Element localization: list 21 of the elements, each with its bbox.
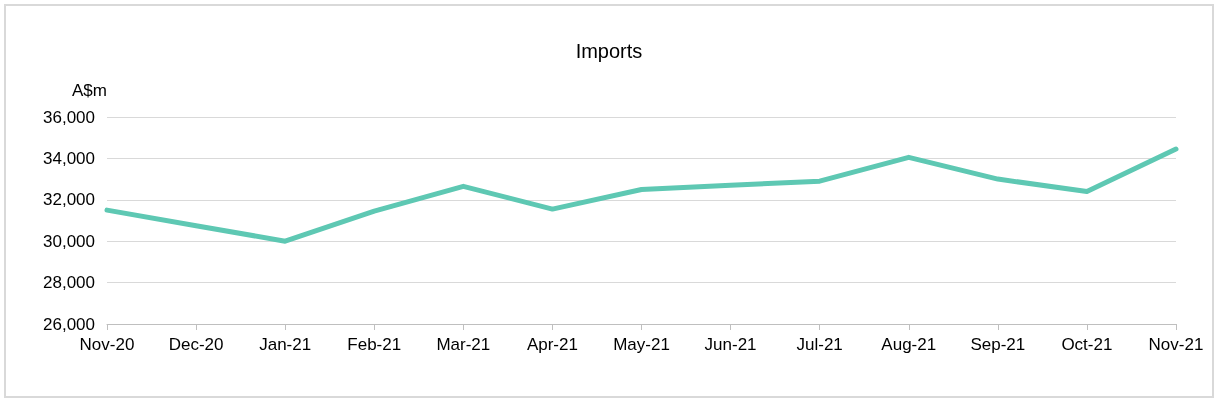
x-tick-label: Dec-20 — [168, 335, 224, 354]
x-tick-label: Nov-21 — [1148, 335, 1204, 354]
x-tick-label: Oct-21 — [1061, 335, 1113, 354]
x-tick-label: Aug-21 — [881, 335, 937, 354]
x-tick-label: Jan-21 — [259, 335, 312, 354]
x-tick-label: Mar-21 — [436, 335, 491, 354]
y-tick-label: 28,000 — [43, 273, 95, 293]
x-tick-label: Jul-21 — [796, 335, 843, 354]
y-tick-label: 34,000 — [43, 148, 95, 168]
x-tick-label: Apr-21 — [526, 335, 578, 354]
x-tick-label: Jun-21 — [704, 335, 757, 354]
x-tick-label: Sep-21 — [970, 335, 1026, 354]
y-tick-label: 26,000 — [43, 314, 95, 334]
x-tick-label: Nov-20 — [79, 335, 135, 354]
y-tick-label: 36,000 — [43, 107, 95, 127]
y-tick-label: 30,000 — [43, 231, 95, 251]
x-tick-label: Feb-21 — [347, 335, 402, 354]
y-tick-label: 32,000 — [43, 190, 95, 210]
y-axis-title: A$m — [72, 81, 107, 100]
x-tick-label: May-21 — [613, 335, 670, 354]
chart-title: Imports — [575, 40, 643, 62]
